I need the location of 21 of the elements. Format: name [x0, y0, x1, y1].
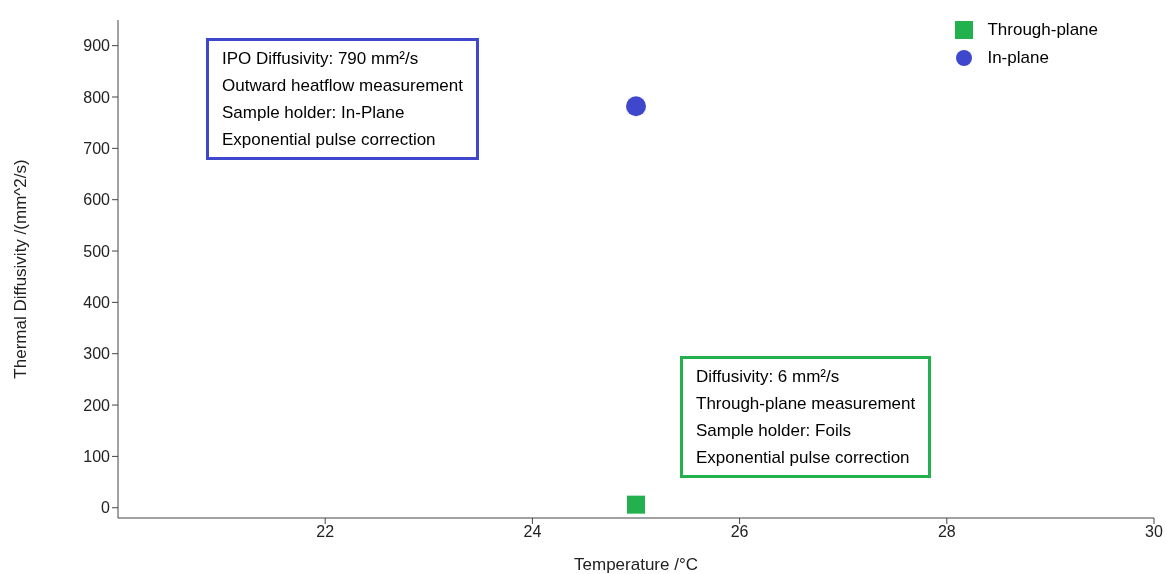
- annotation: IPO Diffusivity: 790 mm²/s Outward heatflow measurement Sample holder: In-Plane Exponential pulse correction: [206, 38, 479, 160]
- y-axis-title: Thermal Diffusivity /(mm^2/s): [11, 159, 31, 379]
- y-tick-label: 400: [83, 294, 111, 312]
- x-tick-label: 28: [937, 523, 956, 541]
- annotation: Diffusivity: 6 mm²/s Through-plane measurement Sample holder: Foils Exponential pulse correction: [680, 356, 932, 478]
- x-tick-label: 30: [1145, 523, 1163, 541]
- y-tick-label: 0: [101, 499, 111, 517]
- x-tick-label: 22: [316, 523, 335, 541]
- legend-label: Through-plane: [987, 20, 1098, 40]
- legend-label: In-plane: [987, 48, 1049, 68]
- x-tick-label: 24: [523, 523, 542, 541]
- y-tick-label: 700: [83, 140, 111, 158]
- x-tick-label: 26: [730, 523, 749, 541]
- x-axis-title: Temperature /°C: [574, 555, 698, 574]
- y-tick-label: 800: [83, 88, 111, 106]
- y-tick-label: 100: [83, 448, 111, 466]
- y-tick-label: 300: [83, 345, 111, 363]
- y-tick-label: 500: [83, 242, 111, 260]
- y-tick-label: 600: [83, 191, 111, 209]
- y-tick-label: 900: [83, 37, 111, 55]
- y-tick-label: 200: [83, 396, 111, 414]
